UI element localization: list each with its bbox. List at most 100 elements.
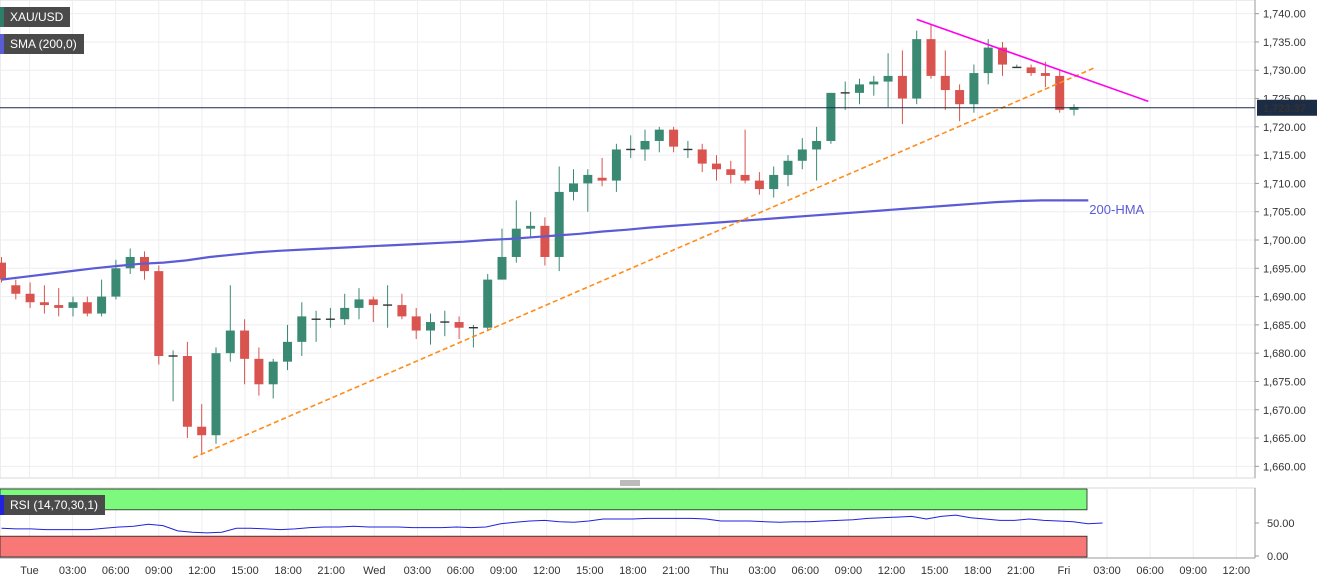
price-y-tick-label: 1,675.00 — [1263, 376, 1306, 388]
candle — [97, 279, 107, 317]
candle-body — [726, 169, 736, 175]
candle — [125, 248, 135, 274]
candle — [826, 92, 836, 144]
candle — [354, 288, 364, 320]
candle — [940, 50, 950, 110]
candle-body — [926, 39, 936, 76]
pane-resize-handle[interactable] — [620, 480, 640, 486]
candle-body — [54, 305, 64, 308]
candle — [225, 285, 235, 362]
candle — [626, 135, 636, 158]
candle — [1055, 70, 1065, 113]
legend-tag-sma[interactable]: SMA (200,0) — [0, 34, 84, 54]
x-tick-label: 03:00 — [1093, 565, 1121, 577]
candle — [840, 81, 850, 110]
candle — [154, 265, 164, 365]
candle — [697, 143, 707, 173]
candle — [569, 169, 578, 201]
candle — [368, 296, 378, 323]
candle-body — [998, 47, 1007, 65]
candle — [168, 350, 178, 402]
x-tick-label: 09:00 — [835, 565, 863, 577]
candle-body — [0, 262, 6, 280]
legend-tag-rsi[interactable]: RSI (14,70,30,1) — [0, 495, 106, 515]
candle-body — [225, 330, 235, 354]
legend-tag-symbol[interactable]: XAU/USD — [0, 7, 71, 27]
x-tick-label: 09:00 — [1179, 565, 1207, 577]
candle — [769, 166, 779, 198]
candle — [683, 140, 693, 158]
price-y-tick-label: 1,690.00 — [1263, 292, 1306, 304]
candle-body — [1026, 67, 1036, 74]
x-tick-label: 12:00 — [878, 565, 906, 577]
candle-body — [397, 305, 407, 317]
candle — [197, 404, 207, 456]
candle-body — [983, 47, 993, 74]
candle-body — [11, 285, 21, 294]
rsi-line — [1, 514, 1103, 534]
x-tick-label: 21:00 — [1007, 565, 1035, 577]
x-tick-label: 03:00 — [59, 565, 87, 577]
price-y-tick-label: 1,695.00 — [1263, 263, 1306, 275]
candle-body — [783, 160, 793, 175]
candle-body — [211, 353, 221, 436]
candle — [397, 293, 407, 320]
candle-body — [526, 225, 536, 229]
support-trendline — [192, 66, 1096, 459]
candle-body — [883, 75, 893, 82]
candle-body — [125, 256, 135, 269]
candle-body — [597, 177, 607, 181]
x-tick-label: 18:00 — [619, 565, 647, 577]
price-y-tick-label: 1,710.00 — [1263, 178, 1306, 190]
candle — [54, 288, 64, 317]
candle-body — [426, 322, 435, 331]
resistance-trendline — [916, 18, 1149, 103]
candle-body — [254, 358, 264, 385]
candle-body — [940, 75, 950, 91]
candle — [383, 285, 393, 328]
candle — [11, 279, 21, 300]
price-y-tick-label: 1,735.00 — [1263, 37, 1306, 49]
candle — [712, 155, 721, 181]
candle-body — [540, 225, 550, 257]
candle-body — [583, 174, 593, 184]
price-y-tick-label: 1,660.00 — [1263, 461, 1306, 473]
candle — [411, 307, 421, 340]
candle — [1069, 104, 1079, 116]
candle-body — [569, 183, 578, 192]
x-tick-label: Fri — [1057, 565, 1070, 577]
candle — [740, 129, 750, 184]
x-tick-label: 06:00 — [447, 565, 475, 577]
price-y-tick-label: 1,740.00 — [1263, 9, 1306, 21]
candle-body — [111, 268, 121, 297]
legend-swatch-symbol — [0, 7, 4, 27]
candle — [0, 256, 6, 283]
price-y-tick-label: 1,730.00 — [1263, 65, 1306, 77]
candle-body — [1069, 107, 1079, 110]
candle-body — [611, 149, 621, 181]
candle-body — [25, 293, 35, 303]
candle-body — [411, 316, 421, 331]
x-tick-label: 12:00 — [533, 565, 561, 577]
candle — [669, 126, 679, 153]
candle — [82, 296, 92, 317]
candle-body — [897, 75, 907, 99]
candle-body — [82, 302, 92, 314]
last-price-label: 1,723.37 — [1263, 103, 1306, 115]
price-y-tick-label: 1,685.00 — [1263, 320, 1306, 332]
candle-body — [912, 39, 922, 99]
x-tick-label: 18:00 — [964, 565, 992, 577]
x-tick-label: 06:00 — [102, 565, 130, 577]
candle — [440, 310, 450, 337]
price-y-tick-label: 1,680.00 — [1263, 348, 1306, 360]
candle — [325, 307, 335, 328]
candle — [640, 129, 650, 161]
candle — [969, 64, 979, 113]
candle-body — [669, 129, 679, 147]
candle — [1040, 61, 1050, 88]
price-y-tick-label: 1,720.00 — [1263, 122, 1306, 134]
candle — [1012, 64, 1022, 69]
candle-body — [754, 180, 764, 190]
candle — [897, 50, 907, 124]
candle-body — [454, 322, 464, 328]
